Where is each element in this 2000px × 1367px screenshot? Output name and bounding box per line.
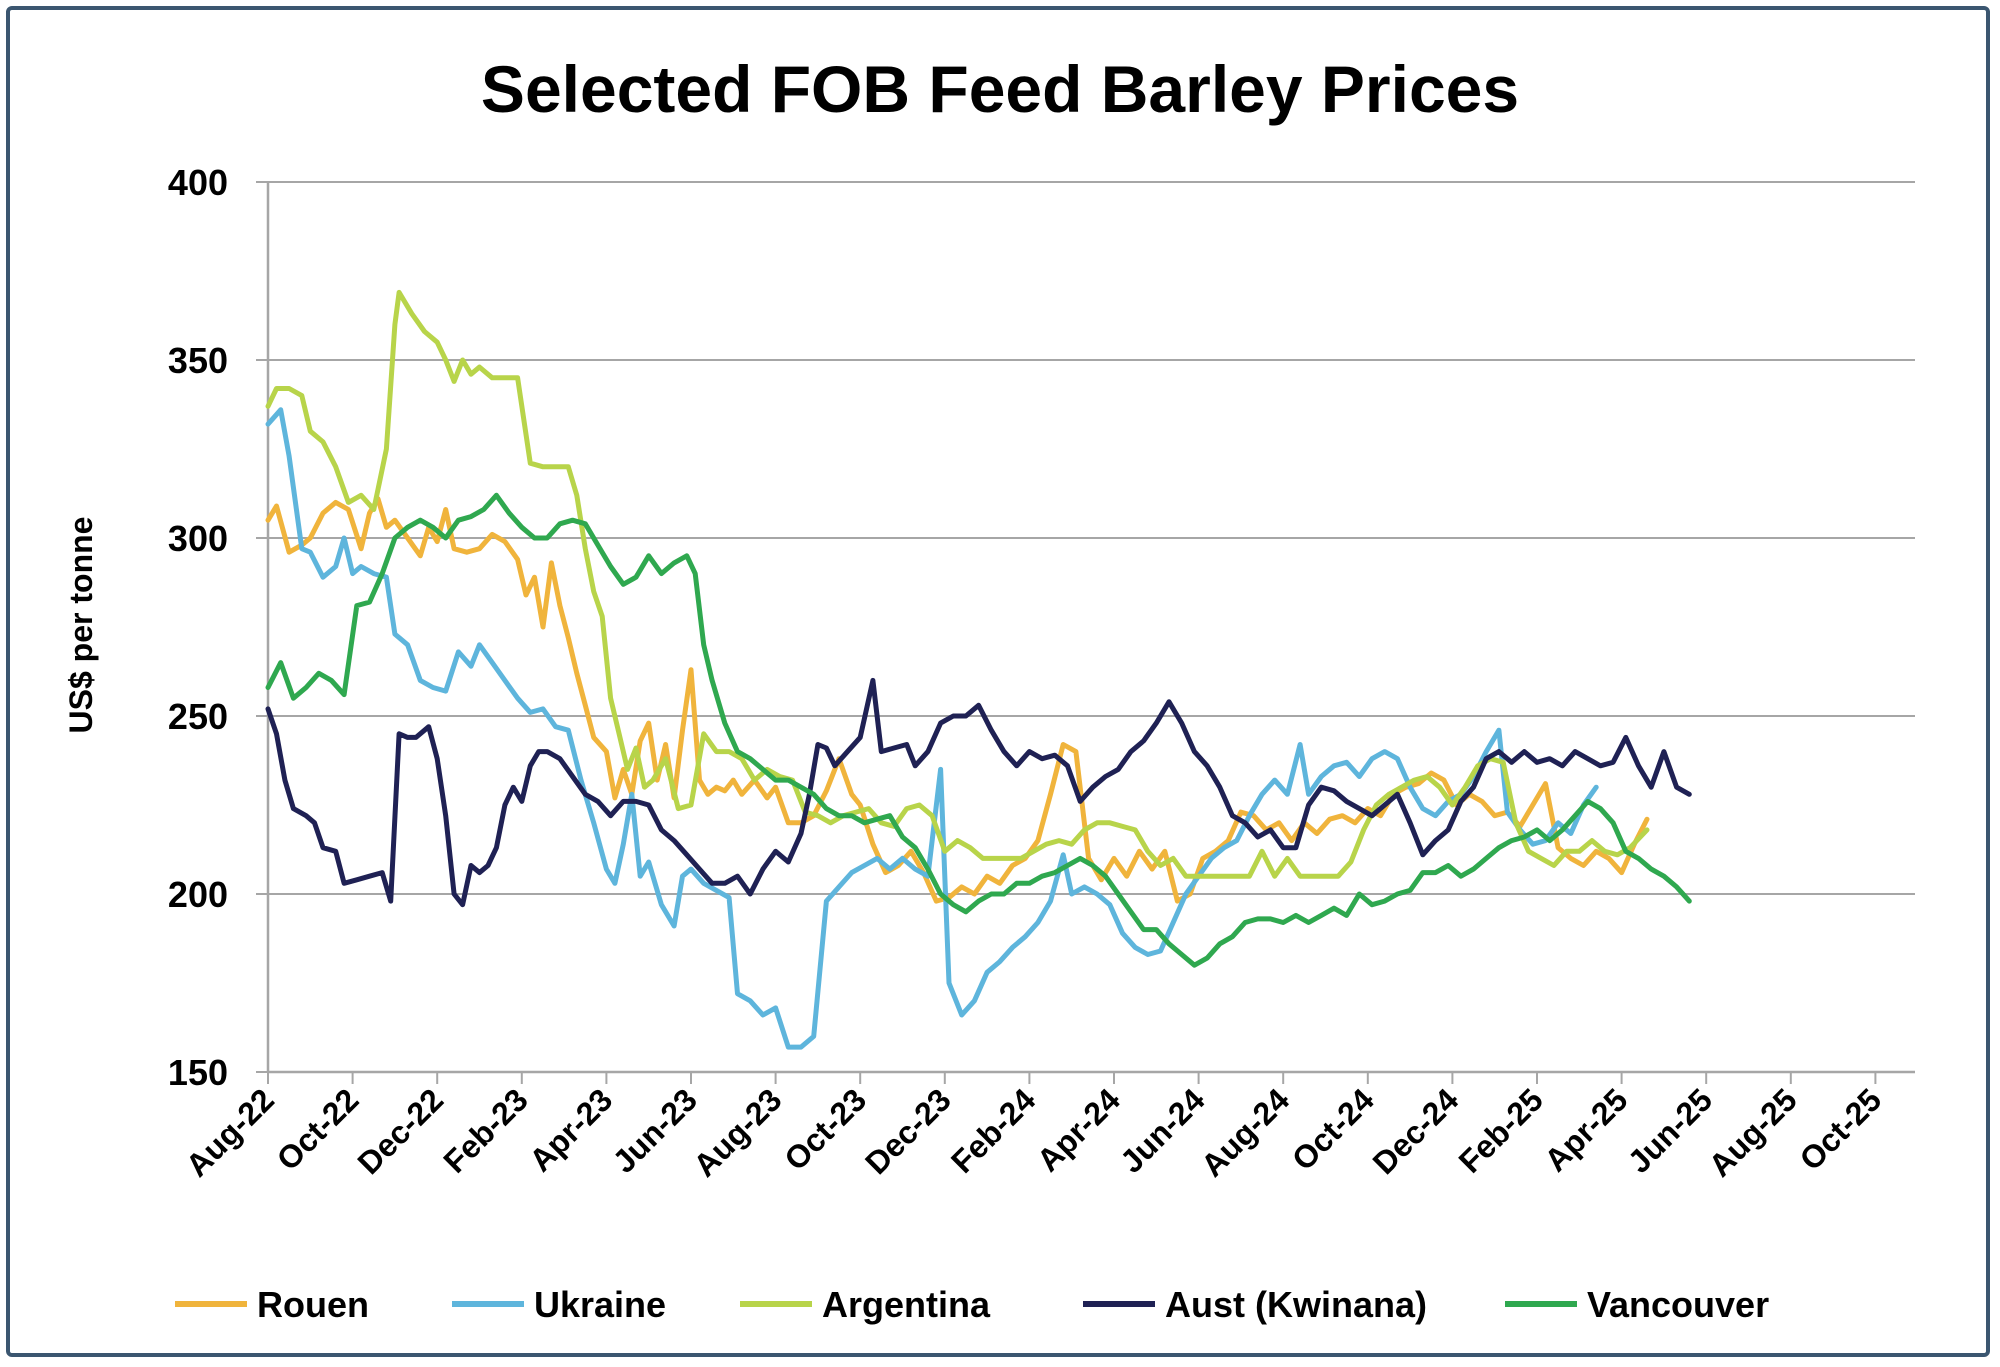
series-lines <box>265 289 1692 1050</box>
x-tick-label: Oct-22 <box>270 1081 366 1177</box>
series-line-argentina <box>265 289 1650 879</box>
y-tick-label: 400 <box>168 162 228 203</box>
x-tick-label: Aug-24 <box>1194 1081 1296 1183</box>
x-tick-label: Aug-23 <box>686 1081 788 1183</box>
x-tick-label: Feb-24 <box>944 1081 1043 1180</box>
axes <box>266 182 1915 1074</box>
x-tick-label: Feb-25 <box>1452 1081 1550 1179</box>
x-tick-label: Feb-23 <box>436 1081 534 1179</box>
series-line-ukraine <box>265 407 1599 1050</box>
legend-label: Vancouver <box>1587 1284 1769 1325</box>
x-tick-label: Aug-22 <box>179 1081 281 1183</box>
y-axis-ticks: 150 200 250 300 350 400 <box>168 162 268 1093</box>
x-tick-label: Jun-24 <box>1113 1081 1212 1180</box>
y-tick-label: 200 <box>168 874 228 915</box>
legend-label: Ukraine <box>534 1284 666 1325</box>
x-tick-label: Apr-24 <box>1030 1081 1127 1178</box>
legend-label: Argentina <box>822 1284 991 1325</box>
x-tick-label: Dec-22 <box>350 1081 450 1181</box>
chart-title: Selected FOB Feed Barley Prices <box>481 52 1519 126</box>
x-axis-ticks: Aug-22Oct-22Dec-22Feb-23Apr-23Jun-23Aug-… <box>179 1072 1888 1184</box>
x-tick-label: Apr-23 <box>522 1081 619 1178</box>
x-tick-label: Apr-25 <box>1537 1081 1634 1178</box>
y-tick-label: 350 <box>168 340 228 381</box>
legend-label: Rouen <box>257 1284 369 1325</box>
y-tick-label: 150 <box>168 1052 228 1093</box>
x-tick-label: Oct-25 <box>1792 1081 1888 1177</box>
series-line-vancouver <box>265 492 1692 968</box>
legend: Rouen Ukraine Argentina Aust (Kwinana) Vanco… <box>175 1284 1769 1325</box>
y-tick-label: 300 <box>168 518 228 559</box>
x-tick-label: Oct-24 <box>1285 1081 1381 1177</box>
series-line-aust-kwinana <box>265 677 1692 908</box>
y-tick-label: 250 <box>168 696 228 737</box>
x-tick-label: Aug-25 <box>1702 1081 1804 1183</box>
x-tick-label: Jun-25 <box>1621 1081 1719 1179</box>
x-tick-label: Oct-23 <box>777 1081 873 1177</box>
y-axis-label: US$ per tonne <box>63 517 99 734</box>
x-tick-label: Jun-23 <box>606 1081 704 1179</box>
legend-label: Aust (Kwinana) <box>1165 1284 1427 1325</box>
x-tick-label: Dec-24 <box>1366 1081 1466 1181</box>
x-tick-label: Dec-23 <box>858 1081 958 1181</box>
chart-frame <box>6 6 1990 1357</box>
